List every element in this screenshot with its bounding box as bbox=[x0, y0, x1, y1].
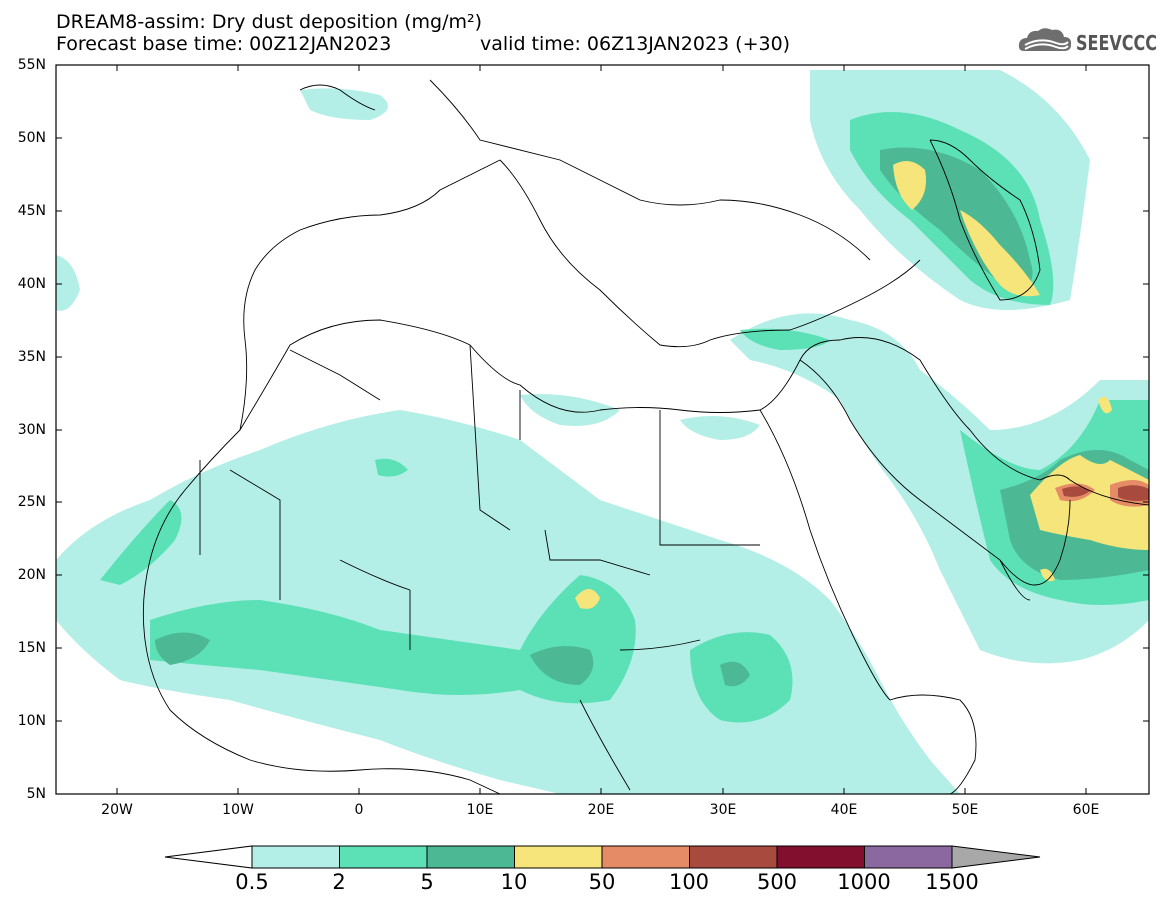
colorbar-label: 500 bbox=[756, 870, 798, 894]
lon-label: 10W bbox=[222, 802, 254, 818]
forecast-base-time: Forecast base time: 00Z12JAN2023 bbox=[56, 33, 392, 55]
colorbar-label: 2 bbox=[332, 870, 346, 894]
lat-label: 25N bbox=[17, 494, 46, 510]
coastlines bbox=[142, 79, 1149, 794]
colorbar-box bbox=[339, 845, 428, 869]
colorbar-box bbox=[426, 845, 515, 869]
lat-label: 10N bbox=[17, 713, 46, 729]
lon-ticks bbox=[116, 65, 1087, 794]
colorbar-label: 5 bbox=[420, 870, 434, 894]
colorbar-label: 10 bbox=[500, 870, 528, 894]
lon-label: 10E bbox=[466, 802, 494, 818]
seevccc-logo: SEEVCCC bbox=[1016, 25, 1157, 57]
colorbar-label: 50 bbox=[588, 870, 616, 894]
colorbar bbox=[164, 845, 1041, 869]
lat-label: 50N bbox=[17, 130, 46, 146]
lat-label: 15N bbox=[17, 640, 46, 656]
colorbar-under-arrow bbox=[164, 845, 253, 869]
lat-label: 45N bbox=[17, 203, 46, 219]
lat-label: 30N bbox=[17, 422, 46, 438]
lon-label: 30E bbox=[709, 802, 737, 818]
colorbar-box bbox=[514, 845, 603, 869]
colorbar-over-arrow bbox=[951, 845, 1041, 869]
lat-label: 55N bbox=[17, 57, 46, 73]
lat-label: 20N bbox=[17, 567, 46, 583]
valid-time: valid time: 06Z13JAN2023 (+30) bbox=[480, 33, 791, 55]
lon-label: 0 bbox=[354, 802, 364, 818]
colorbar-label: 1500 bbox=[925, 870, 979, 894]
colorbar-box bbox=[601, 845, 690, 869]
colorbar-label: 0.5 bbox=[235, 870, 269, 894]
lat-label: 40N bbox=[17, 276, 46, 292]
dust-field bbox=[56, 70, 1149, 794]
colorbar-box bbox=[251, 845, 340, 869]
lat-ticks bbox=[56, 64, 1149, 722]
lon-label: 20E bbox=[587, 802, 615, 818]
lon-label: 40E bbox=[830, 802, 858, 818]
lat-label: 5N bbox=[26, 786, 46, 802]
lon-label: 50E bbox=[951, 802, 979, 818]
lon-label: 60E bbox=[1072, 802, 1100, 818]
lon-label: 20W bbox=[101, 802, 133, 818]
colorbar-label: 1000 bbox=[837, 870, 891, 894]
colorbar-label: 100 bbox=[668, 870, 710, 894]
colorbar-box bbox=[864, 845, 953, 869]
lat-label: 35N bbox=[17, 349, 46, 365]
colorbar-box bbox=[776, 845, 865, 869]
map-title: DREAM8-assim: Dry dust deposition (mg/m²… bbox=[56, 11, 483, 33]
cloud-icon bbox=[1018, 28, 1072, 51]
logo-text: SEEVCCC bbox=[1076, 31, 1157, 55]
colorbar-box bbox=[689, 845, 778, 869]
